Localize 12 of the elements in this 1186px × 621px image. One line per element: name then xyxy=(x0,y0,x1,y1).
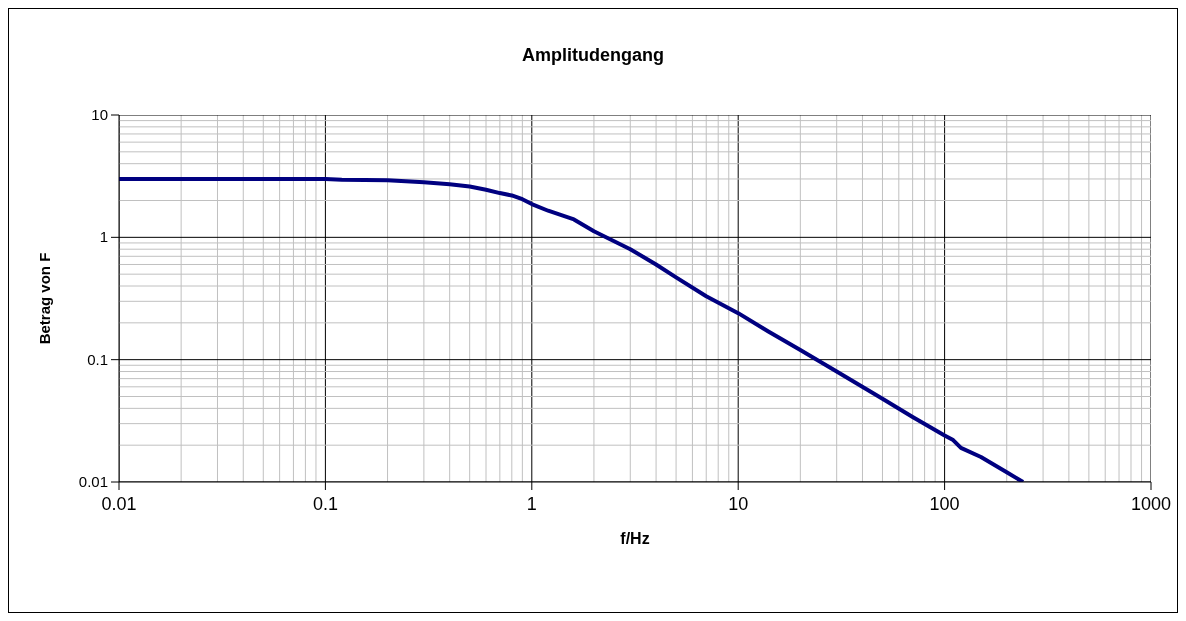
y-tick-label: 0.01 xyxy=(78,473,108,490)
x-axis-title: f/Hz xyxy=(620,530,650,547)
y-tick-label: 10 xyxy=(91,106,108,123)
y-tick-label: 0.1 xyxy=(87,350,108,368)
x-tick-label: 1 xyxy=(526,494,537,514)
x-tick-label: 0.1 xyxy=(312,494,338,514)
x-tick-label: 100 xyxy=(929,494,960,514)
chart-title: Amplitudengang xyxy=(521,45,665,66)
y-tick-label: 1 xyxy=(99,228,108,246)
y-axis-title: Betrag von F xyxy=(36,252,54,345)
x-tick-label: 10 xyxy=(728,494,749,514)
x-tick-label: 1000 xyxy=(1130,494,1172,514)
